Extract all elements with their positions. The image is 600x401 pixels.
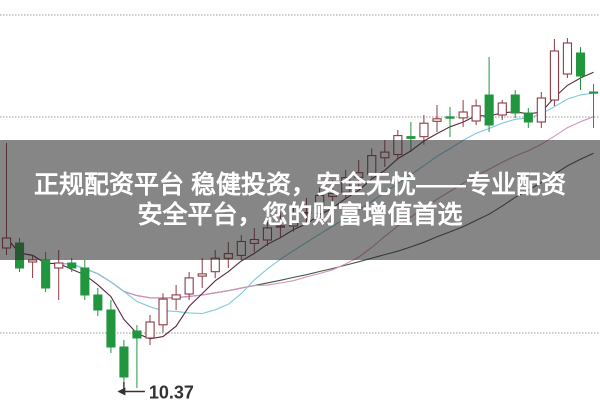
svg-text:10.37: 10.37 xyxy=(149,383,194,401)
